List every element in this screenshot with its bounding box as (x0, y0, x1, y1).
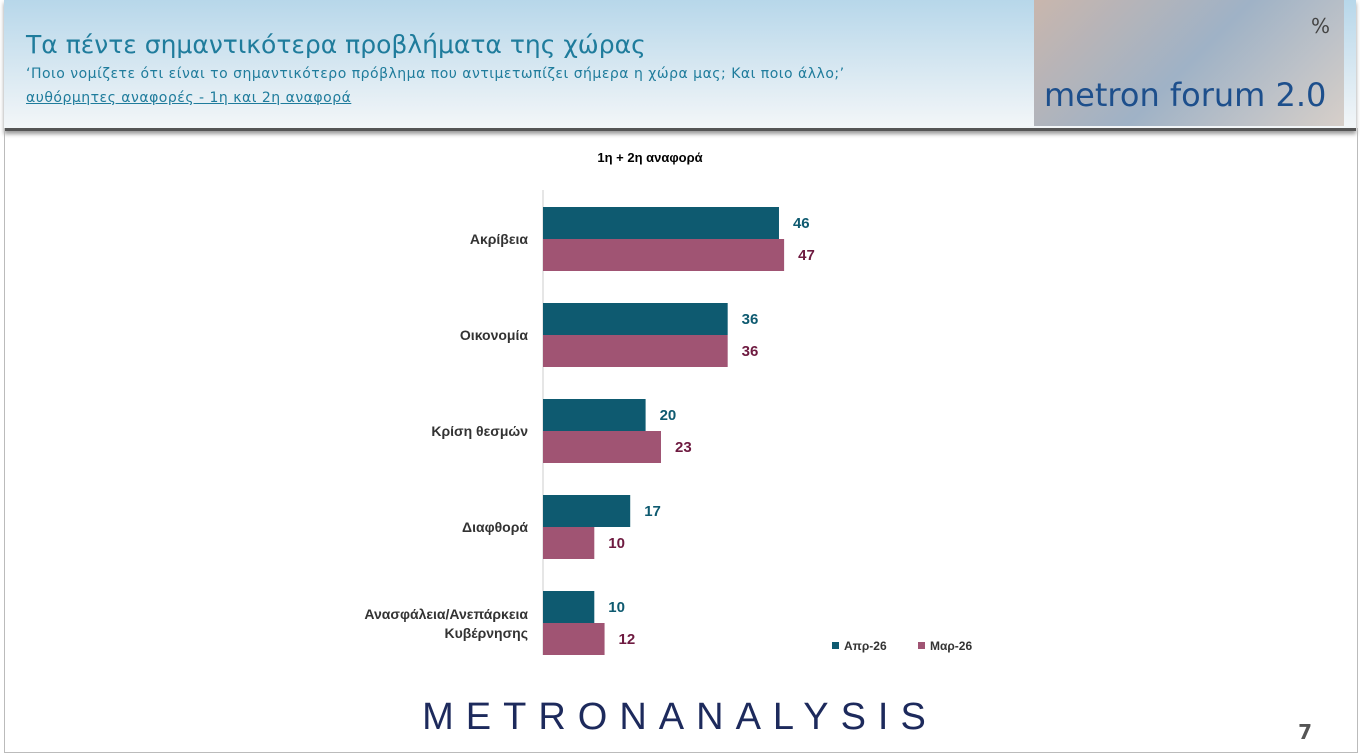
bar (543, 495, 631, 527)
data-label: 10 (608, 599, 625, 616)
bar (543, 303, 728, 335)
page-number: 7 (1298, 720, 1312, 744)
logo-text: metron forum 2.0 (1044, 76, 1327, 114)
question-text: ‘Ποιο νομίζετε ότι είναι το σημαντικότερ… (26, 66, 845, 82)
data-label: 20 (660, 407, 677, 424)
data-label: 23 (675, 439, 692, 456)
metron-forum-logo: % metron forum 2.0 (1034, 0, 1344, 126)
bar (543, 239, 785, 271)
question-note: αυθόρμητες αναφορές - 1η και 2η αναφορά (26, 90, 352, 106)
data-label: 12 (619, 631, 636, 648)
bar (543, 591, 595, 623)
legend-marker (918, 642, 925, 649)
category-label: Ακρίβεια (470, 231, 529, 247)
category-label: Ανασφάλεια/Ανεπάρκεια Κυβέρνησης (364, 606, 528, 641)
data-label: 47 (798, 247, 815, 264)
bar (543, 207, 779, 239)
data-label: 10 (608, 535, 625, 552)
chart-title: 1η + 2η αναφορά (597, 150, 703, 165)
category-label: Διαφθορά (462, 519, 528, 535)
data-label: 36 (742, 311, 759, 328)
brand-logo: METRONANALYSIS (422, 696, 938, 738)
data-label: 17 (644, 503, 661, 520)
header: Τα πέντε σημαντικότερα προβλήματα της χώ… (4, 0, 1356, 131)
legend-label: Απρ-26 (844, 639, 887, 653)
bar (543, 335, 728, 367)
legend-marker (832, 642, 839, 649)
bar (543, 431, 661, 463)
bar (543, 527, 595, 559)
category-label: Οικονομία (460, 327, 528, 343)
data-label: 46 (793, 215, 810, 232)
category-label: Κρίση θεσμών (431, 423, 528, 439)
data-label: 36 (742, 343, 759, 360)
page-title: Τα πέντε σημαντικότερα προβλήματα της χώ… (26, 30, 646, 59)
slide-frame (4, 128, 1358, 753)
legend-label: Μαρ-26 (930, 639, 972, 653)
percent-symbol: % (1310, 14, 1330, 38)
bar (543, 623, 605, 655)
bar (543, 399, 646, 431)
